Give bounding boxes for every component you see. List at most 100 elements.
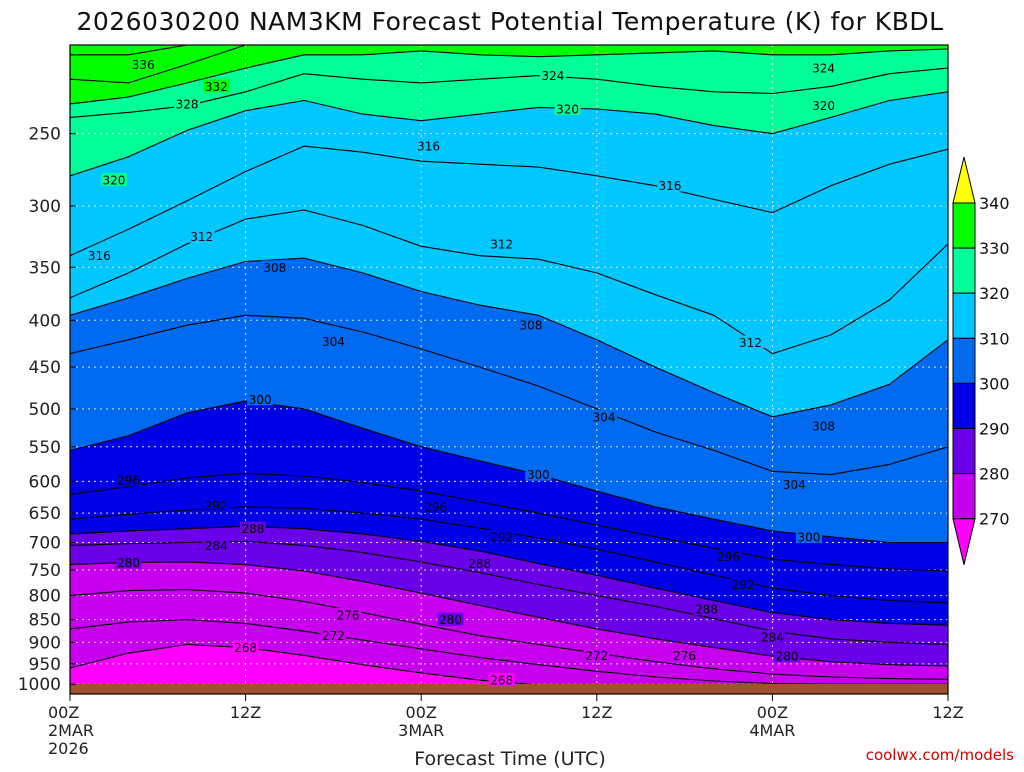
contour-label-bg <box>86 248 113 262</box>
colorbar-segment <box>952 337 976 384</box>
colorbar-tick-label: 330 <box>979 239 1010 258</box>
contour-label: 288 <box>468 557 491 571</box>
x-tick-label: 12Z <box>932 703 963 722</box>
contour-label: 336 <box>132 58 155 72</box>
contour-labels: 336 332 328 324 324 320 320 320 316 316 316 312 312 3… <box>86 57 837 688</box>
colorbar-segment <box>952 428 976 475</box>
contour-label-bg <box>656 178 683 192</box>
contour-label-bg <box>810 61 837 75</box>
contour-label-bg <box>693 602 720 616</box>
contour-label: 316 <box>659 179 682 193</box>
colorbar-segment <box>952 292 976 339</box>
contour-label-bg <box>781 477 808 491</box>
contour-label-bg <box>715 549 742 563</box>
y-tick-label: 450 <box>29 358 61 378</box>
isentrope-272 <box>70 619 948 685</box>
contour-label-bg <box>539 68 566 82</box>
isentrope-320 <box>70 91 948 177</box>
x-tick-label: 12Z <box>230 703 261 722</box>
contour-label: 280 <box>776 650 799 664</box>
x-tick-label: 00Z <box>406 703 437 722</box>
colorbar: 270 280 290 300 310 320 330 340 <box>952 156 1010 565</box>
x-tick-label: 2MAR <box>48 721 94 740</box>
contour-label: 304 <box>322 335 345 349</box>
x-tick-label: 4MAR <box>749 721 795 740</box>
colorbar-segment <box>952 382 976 429</box>
contour-label: 308 <box>519 319 542 333</box>
contour-label-bg <box>671 648 698 662</box>
contour-label: 312 <box>190 230 213 244</box>
colorbar-extend-bottom <box>952 518 976 565</box>
y-axis: 2503003504004505005506006507007508008509… <box>18 125 76 695</box>
contour-label: 288 <box>241 522 264 536</box>
isentrope-308 <box>70 257 948 418</box>
y-tick-label: 550 <box>29 438 61 458</box>
x-tick-label: 3MAR <box>398 721 444 740</box>
contour-label: 284 <box>205 539 228 553</box>
contour-label: 296 <box>424 500 447 514</box>
contour-label-bg <box>415 139 442 153</box>
contour-label-bg <box>130 57 157 71</box>
y-tick-label: 350 <box>29 258 61 278</box>
contour-label-bg <box>810 419 837 433</box>
y-tick-label: 500 <box>29 400 61 420</box>
colorbar-tick-label: 320 <box>979 284 1010 303</box>
contour-label-bg <box>774 649 801 663</box>
y-tick-label: 800 <box>29 587 61 607</box>
band-308 <box>70 258 948 475</box>
colorbar-segment <box>952 247 976 294</box>
y-tick-label: 1000 <box>18 675 61 695</box>
band-296 <box>70 473 948 603</box>
band-320 <box>70 91 948 256</box>
contour-label: 320 <box>556 103 579 117</box>
x-axis-title: Forecast Time (UTC) <box>414 748 605 768</box>
contour-label: 280 <box>439 613 462 627</box>
isentrope-312 <box>70 209 948 355</box>
isentrope-304 <box>70 314 948 476</box>
contour-label: 324 <box>812 62 835 76</box>
contour-label: 280 <box>117 556 140 570</box>
band-336 <box>70 45 948 55</box>
isentrope-288 <box>70 525 948 626</box>
contour-label-bg <box>466 556 493 570</box>
contour-label-bg <box>115 472 142 486</box>
contour-label-bg <box>115 555 142 569</box>
band-332 <box>70 45 948 104</box>
contour-label: 312 <box>490 237 513 251</box>
contour-label: 296 <box>117 473 140 487</box>
colorbar-tick-label: 280 <box>979 465 1010 484</box>
contour-label: 320 <box>102 174 125 188</box>
colorbar-extend-top <box>952 156 976 204</box>
colorbar-tick-label: 310 <box>979 329 1010 348</box>
contour-label-bg <box>730 577 757 591</box>
y-tick-label: 900 <box>29 633 61 653</box>
contour-label-bg <box>232 640 259 654</box>
y-tick-label: 750 <box>29 561 61 581</box>
contour-label: 268 <box>490 674 513 688</box>
contour-label: 300 <box>798 530 821 544</box>
y-tick-label: 950 <box>29 655 61 675</box>
band-324 <box>70 68 948 176</box>
gridlines <box>70 45 948 694</box>
contour-label-bg <box>583 648 610 662</box>
contour-label: 316 <box>88 249 111 263</box>
temperature-fill <box>70 45 948 694</box>
contour-label: 292 <box>205 499 228 513</box>
surface-band <box>70 684 948 694</box>
band-268 <box>70 644 948 694</box>
contour-label-bg <box>488 236 515 250</box>
contour-label-bg <box>422 499 449 513</box>
contour-label: 296 <box>717 550 740 564</box>
band-300 <box>70 400 948 571</box>
y-tick-label: 600 <box>29 472 61 492</box>
y-tick-label: 250 <box>29 125 61 145</box>
contour-label-bg <box>488 673 515 687</box>
contour-label: 320 <box>812 99 835 113</box>
contour-label: 268 <box>234 641 257 655</box>
contour-label: 292 <box>490 530 513 544</box>
x-tick-label: 2026 <box>48 739 89 758</box>
band-272 <box>70 619 948 689</box>
contour-label-bg <box>759 630 786 644</box>
contour-label: 292 <box>732 578 755 592</box>
